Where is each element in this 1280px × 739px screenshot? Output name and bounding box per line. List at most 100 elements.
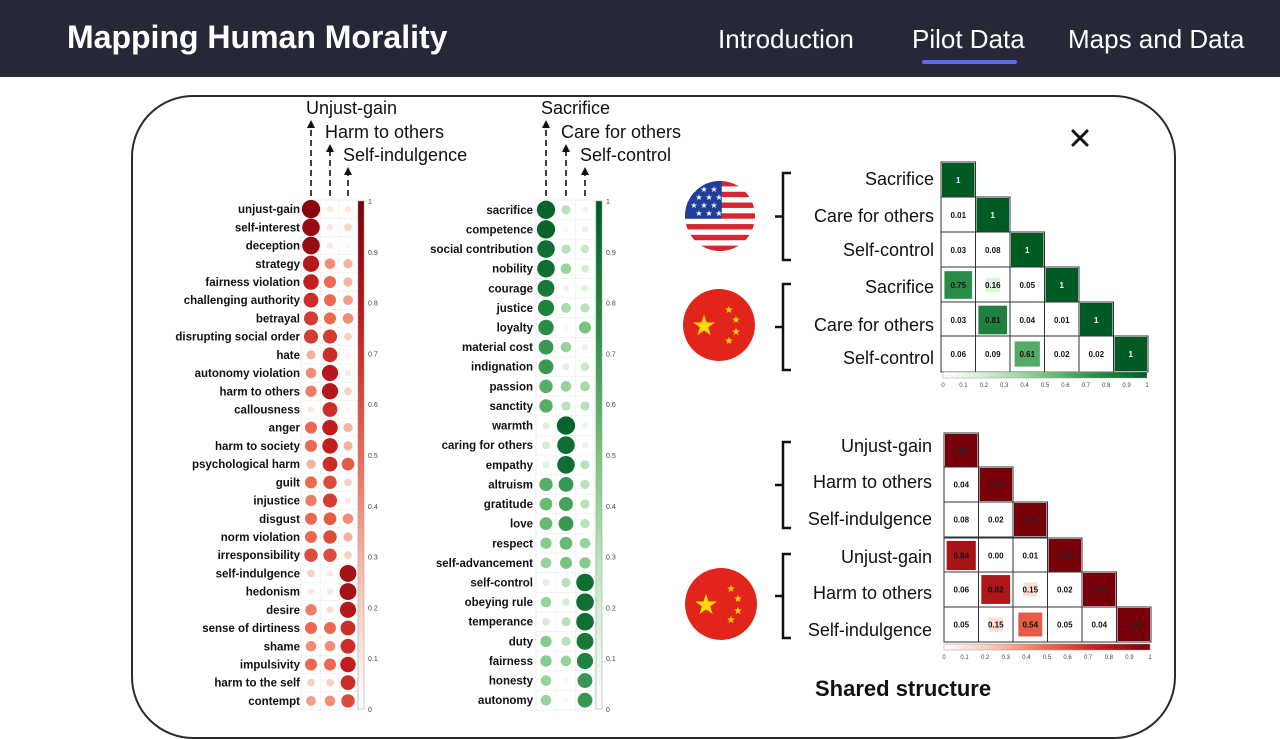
green-cell-value: 1 xyxy=(991,211,996,220)
red-row-label: harm to society xyxy=(215,441,301,453)
green-row-label: competence xyxy=(466,224,533,236)
green-row-label: social contribution xyxy=(430,244,533,256)
green-matrix-tick: 0.4 xyxy=(1020,383,1029,389)
red-dot xyxy=(326,570,334,577)
green-row-label: loyalty xyxy=(497,323,534,335)
green-row-label: temperance xyxy=(468,617,533,629)
green-arrow-head xyxy=(581,167,589,175)
red-dot xyxy=(306,350,316,360)
green-matrix-tick: 0.8 xyxy=(1102,383,1111,389)
nav-pilot-data[interactable]: Pilot Data xyxy=(912,24,1025,54)
red-colorbar-tick: 0.2 xyxy=(368,605,378,612)
green-dot xyxy=(576,612,594,631)
green-colorbar-tick: 0.2 xyxy=(606,605,616,612)
red-dot xyxy=(340,638,356,654)
green-dot xyxy=(581,206,589,214)
green-row-label: honesty xyxy=(489,676,534,688)
red-dot xyxy=(341,457,355,471)
red-dot xyxy=(322,456,338,472)
red-cell-value: 0.06 xyxy=(953,586,969,595)
green-cell-fill xyxy=(978,305,1008,335)
nav-introduction[interactable]: Introduction xyxy=(718,24,854,54)
usa-flag-icon-stripe xyxy=(687,504,757,509)
green-dot xyxy=(537,299,555,316)
red-cell xyxy=(1012,537,1048,574)
red-row-label: betrayal xyxy=(256,313,300,325)
usa-flag-icon-stripe xyxy=(687,461,757,466)
app-title: Mapping Human Morality xyxy=(67,19,448,55)
red-cell-value: 0.02 xyxy=(988,516,1004,525)
green-cell-value: 1 xyxy=(1129,350,1134,359)
red-colorbar-tick: 0 xyxy=(368,707,372,714)
red-cell-value: 0.05 xyxy=(1057,621,1073,630)
green-column-label: Care for others xyxy=(561,122,681,142)
usa-flag-icon-star: ★ xyxy=(702,481,709,490)
red-dot xyxy=(340,656,356,673)
green-dot xyxy=(563,697,569,704)
usa-flag-icon-star: ★ xyxy=(715,209,722,218)
green-dot xyxy=(580,303,590,313)
red-row-label: Unjust-gain xyxy=(841,436,932,456)
red-dot xyxy=(324,695,336,707)
red-dot xyxy=(323,548,337,562)
green-dot xyxy=(539,399,553,413)
green-cell xyxy=(1078,335,1114,373)
red-matrix-tick: 1 xyxy=(1148,655,1152,661)
green-dot xyxy=(540,694,552,706)
red-colorbar-tick: 0.3 xyxy=(368,555,378,562)
red-matrix: Unjust-gain Harm to others Self-indulgence… xyxy=(808,432,1152,661)
usa-flag-icon-stripe xyxy=(685,234,755,241)
green-matrix-tick: 0 xyxy=(941,383,945,389)
green-dot xyxy=(537,240,555,258)
red-row-label: irresponsibility xyxy=(218,550,301,562)
red-colorbar-tick: 0.4 xyxy=(368,504,378,511)
green-row-label: altruism xyxy=(488,479,533,491)
red-dot xyxy=(301,199,321,219)
green-row-label: nobility xyxy=(492,264,533,276)
nav-maps-and-data[interactable]: Maps and Data xyxy=(1068,24,1245,54)
green-dot xyxy=(539,379,553,394)
green-dot xyxy=(536,220,556,239)
usa-flag-icon-field xyxy=(687,461,757,531)
green-dot xyxy=(557,436,575,454)
green-row-label: passion xyxy=(490,381,533,393)
green-colorbar-tick: 1 xyxy=(606,199,610,206)
usa-flag-icon-star: ★ xyxy=(697,489,704,498)
red-row-label: Self-indulgence xyxy=(808,620,932,640)
red-arrow-head xyxy=(307,120,315,128)
green-dot xyxy=(576,573,594,592)
usa-flag-icon-star: ★ xyxy=(692,481,699,490)
red-cell xyxy=(1047,571,1083,608)
red-matrix-tick: 0.4 xyxy=(1022,655,1031,661)
usa-flag-icon-star: ★ xyxy=(707,473,714,482)
red-cell-value: 0.15 xyxy=(988,621,1004,630)
green-dot xyxy=(562,598,570,607)
green-row-label: caring for others xyxy=(442,440,533,452)
green-cell-value: 0.03 xyxy=(950,246,966,255)
green-dot xyxy=(579,557,591,569)
red-matrix-tick: 0.3 xyxy=(1002,655,1011,661)
green-dot xyxy=(542,461,550,469)
red-column-label: Unjust-gain xyxy=(306,98,397,118)
green-dot xyxy=(576,593,594,611)
green-dot xyxy=(558,496,574,512)
figure-canvas: unjust-gain self-interest deception strateg… xyxy=(175,98,1152,714)
red-dot xyxy=(305,658,317,671)
china-flag-icon-small-star: ★ xyxy=(732,327,741,338)
green-dot xyxy=(560,341,572,353)
red-dot xyxy=(344,478,352,487)
green-dot xyxy=(580,401,590,411)
green-cell-value: 0.16 xyxy=(985,281,1001,290)
china-flag-icon-big-star: ★ xyxy=(691,310,716,341)
green-dot xyxy=(580,519,590,529)
close-icon[interactable] xyxy=(1064,122,1096,154)
usa-flag-icon-star: ★ xyxy=(717,473,724,482)
green-dot xyxy=(580,460,590,470)
usa-flag-icon-star: ★ xyxy=(695,209,702,218)
red-arrow-head xyxy=(344,167,352,175)
green-colorbar-tick: 0.7 xyxy=(606,351,616,358)
usa-flag-icon-star: ★ xyxy=(712,465,719,474)
red-dot xyxy=(321,383,339,400)
green-cell-value: 0.02 xyxy=(1088,350,1104,359)
green-matrix-tick: 0.9 xyxy=(1122,383,1131,389)
